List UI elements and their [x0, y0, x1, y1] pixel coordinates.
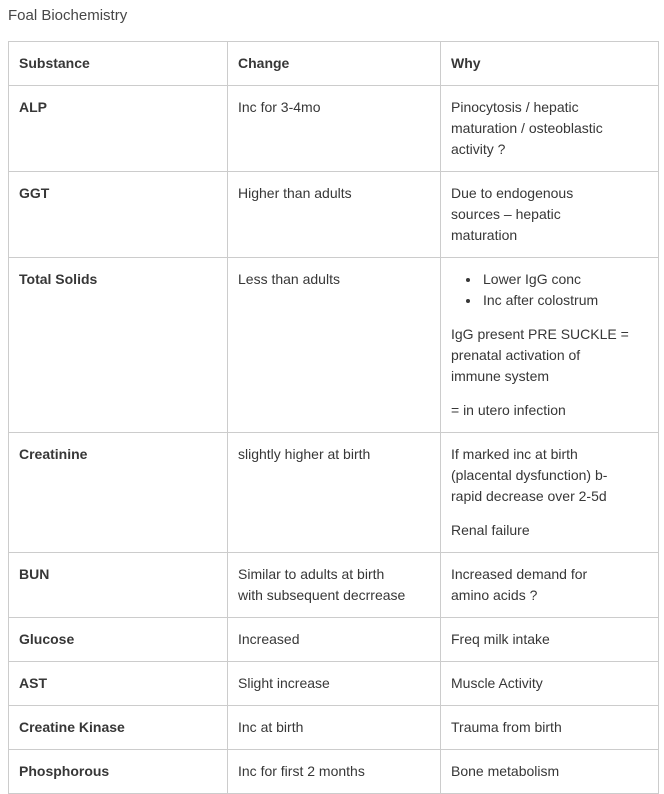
column-header-substance: Substance — [8, 41, 228, 86]
change-cell: Inc at birth — [227, 705, 441, 750]
why-cell: Lower IgG concInc after colostrum IgG pre… — [440, 257, 659, 433]
header-row: Substance Change Why — [8, 41, 659, 86]
why-cell: If marked inc at birth (placental dysfun… — [440, 432, 659, 553]
table-row: BUN Similar to adults at birth with subse… — [8, 552, 659, 618]
why-cell: Bone metabolism — [440, 749, 659, 794]
why-paragraph: Increased demand for amino acids ? — [451, 566, 588, 603]
why-paragraph: Renal failure — [451, 522, 530, 538]
table-row: Creatinine slightly higher at birth If mar… — [8, 432, 659, 553]
change-cell: Slight increase — [227, 661, 441, 706]
change-cell: Increased — [227, 617, 441, 662]
foal-biochemistry-table: Substance Change Why ALP Inc for 3-4mo Pin… — [8, 41, 659, 794]
why-paragraph: Trauma from birth — [451, 719, 562, 735]
page-title: Foal Biochemistry — [8, 7, 128, 24]
why-paragraph: Due to endogenous sources – hepatic matu… — [451, 185, 574, 243]
change-cell: Less than adults — [227, 257, 441, 433]
table-header: Substance Change Why — [8, 41, 659, 86]
why-paragraph: Freq milk intake — [451, 631, 550, 647]
why-paragraph: IgG present PRE SUCKLE = prenatal activa… — [451, 326, 629, 384]
change-cell: Inc for first 2 months — [227, 749, 441, 794]
why-paragraph: Bone metabolism — [451, 763, 560, 779]
substance-cell: GGT — [8, 171, 228, 258]
table-row: AST Slight increase Muscle Activity — [8, 661, 659, 706]
why-cell: Due to endogenous sources – hepatic matu… — [440, 171, 659, 258]
substance-cell: ALP — [8, 85, 228, 172]
substance-cell: BUN — [8, 552, 228, 618]
why-paragraph: Pinocytosis / hepatic maturation / osteo… — [451, 99, 603, 157]
why-paragraph: = in utero infection — [451, 402, 566, 418]
table-row: Glucose Increased Freq milk intake — [8, 617, 659, 662]
why-paragraph: If marked inc at birth (placental dysfun… — [451, 446, 608, 504]
why-bullet-item: Lower IgG conc — [481, 269, 648, 290]
table-row: Phosphorous Inc for first 2 months Bone me… — [8, 749, 659, 794]
why-cell: Freq milk intake — [440, 617, 659, 662]
why-bullet-item: Inc after colostrum — [481, 290, 648, 311]
change-cell: Inc for 3-4mo — [227, 85, 441, 172]
column-header-change: Change — [227, 41, 441, 86]
substance-cell: AST — [8, 661, 228, 706]
table-row: Creatine Kinase Inc at birth Trauma from b… — [8, 705, 659, 750]
substance-cell: Creatine Kinase — [8, 705, 228, 750]
change-cell: Similar to adults at birth with subseque… — [227, 552, 441, 618]
why-cell: Muscle Activity — [440, 661, 659, 706]
substance-cell: Glucose — [8, 617, 228, 662]
change-cell: slightly higher at birth — [227, 432, 441, 553]
substance-cell: Creatinine — [8, 432, 228, 553]
table-body: ALP Inc for 3-4mo Pinocytosis / hepatic ma… — [8, 85, 659, 794]
why-cell: Pinocytosis / hepatic maturation / osteo… — [440, 85, 659, 172]
substance-cell: Total Solids — [8, 257, 228, 433]
why-bullet-list: Lower IgG concInc after colostrum — [451, 269, 648, 311]
why-cell: Increased demand for amino acids ? — [440, 552, 659, 618]
table-row: GGT Higher than adults Due to endogenous s… — [8, 171, 659, 258]
column-header-why: Why — [440, 41, 659, 86]
why-cell: Trauma from birth — [440, 705, 659, 750]
change-cell: Higher than adults — [227, 171, 441, 258]
why-paragraph: Muscle Activity — [451, 675, 543, 691]
substance-cell: Phosphorous — [8, 749, 228, 794]
table-row: ALP Inc for 3-4mo Pinocytosis / hepatic ma… — [8, 85, 659, 172]
